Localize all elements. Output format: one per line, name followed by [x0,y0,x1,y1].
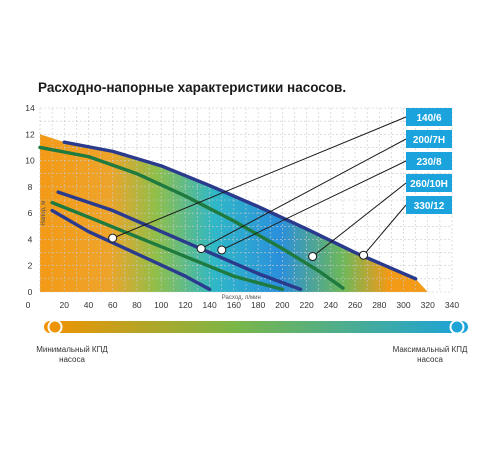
legend-label-2: 230/8 [416,157,441,168]
x-tick-label: 240 [324,300,338,310]
legend: 140/6 200/7Н 230/8 260/10Н 330/12 [406,108,452,214]
pointer-line-1 [200,138,407,250]
x-tick-label: 200 [275,300,289,310]
efficiency-min-marker [47,319,63,335]
x-tick-label: 140 [203,300,217,310]
y-tick-label: 14 [25,103,35,113]
pointer-marker-2 [217,245,227,255]
legend-box-4 [406,196,452,214]
legend-box-1 [406,130,452,148]
series-line-1 [50,200,285,292]
series-layer [38,140,418,292]
x-tick-label: 320 [421,300,435,310]
x-tick-label: 300 [396,300,410,310]
series-line-4 [62,140,418,281]
x-tick-label: 20 [60,300,70,310]
series-line-2 [56,190,303,292]
pointer-layer [108,116,407,262]
x-tick-label: 120 [178,300,192,310]
y-tick-label: 2 [28,261,33,271]
legend-box-3 [406,174,452,192]
pointer-line-0 [112,116,407,239]
x-tick-label: 340 [445,300,459,310]
x-tick-label: 60 [108,300,118,310]
pointer-line-2 [221,160,407,251]
legend-box-0 [406,108,452,126]
efficiency-max-label: Максимальный КПД насоса [392,345,468,364]
pointer-line-4 [363,204,407,256]
x-tick-label: 40 [84,300,94,310]
y-tick-label: 12 [25,129,35,139]
x-tick-label: 260 [348,300,362,310]
legend-label-1: 200/7Н [413,135,445,146]
x-tick-label: 180 [251,300,265,310]
pointer-marker-4 [359,250,369,260]
pointer-marker-1 [196,244,206,254]
pointer-marker-0 [108,233,118,243]
y-tick-label: 0 [28,287,33,297]
page-title: Расходно-напорные характеристики насосов… [38,80,347,95]
efficiency-max-marker [449,319,465,335]
x-tick-label: 100 [154,300,168,310]
efficiency-bar [44,321,468,333]
x-tick-label: 280 [372,300,386,310]
legend-label-3: 260/10Н [410,179,448,190]
y-tick-label: 10 [25,156,35,166]
x-tick-label: 80 [132,300,142,310]
x-tick-label: 160 [227,300,241,310]
pointer-marker-3 [308,252,318,262]
x-axis-label: Расход, л/мин [222,295,261,301]
x-tick-label: 220 [299,300,313,310]
series-line-3 [38,145,345,290]
pointer-line-3 [312,182,407,257]
x-tick-label: 0 [26,300,31,310]
legend-box-2 [406,152,452,170]
y-tick-label: 6 [28,208,33,218]
efficiency-scale [44,319,468,335]
y-tick-label: 4 [28,234,33,244]
y-axis-label: Напор, м [41,201,47,226]
legend-label-0: 140/6 [416,113,441,124]
series-line-0 [50,208,212,292]
legend-label-4: 330/12 [414,201,445,212]
efficiency-min-label: Минимальный КПД насоса [36,345,108,364]
y-tick-label: 8 [28,182,33,192]
